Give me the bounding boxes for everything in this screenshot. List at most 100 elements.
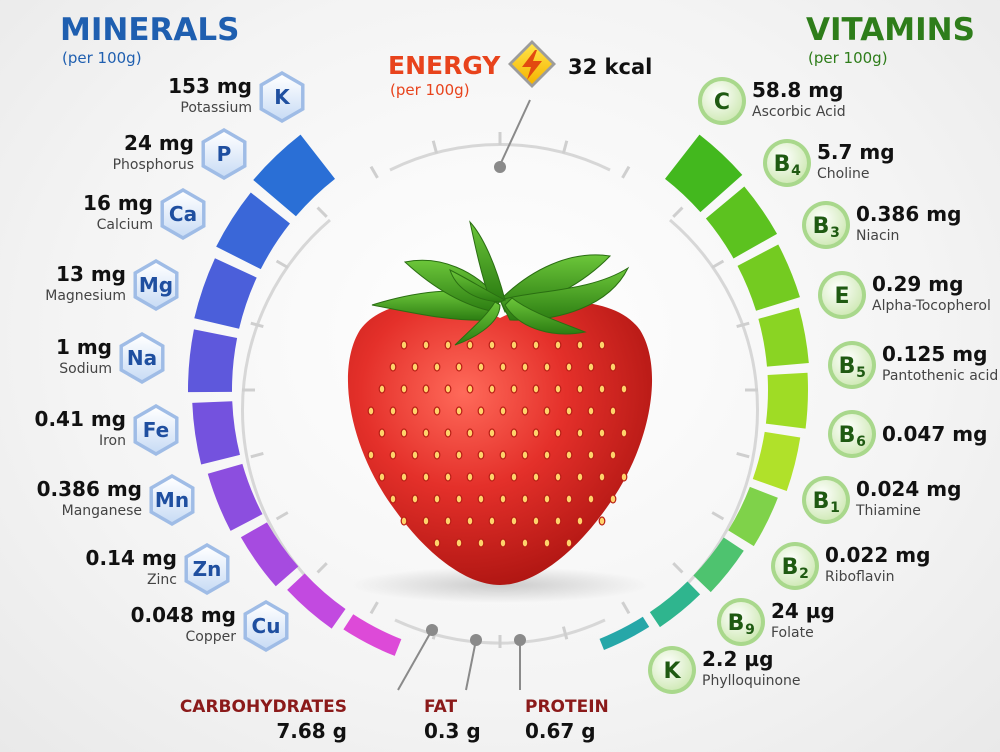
element-symbol: K (274, 85, 291, 109)
vitamin-amount: 0.047 mg (882, 422, 987, 446)
vitamin-subscript: 1 (830, 500, 840, 516)
seed (609, 406, 617, 416)
mineral-name: Copper (186, 629, 237, 645)
vitamin-circle-icon (802, 476, 850, 524)
seed (444, 384, 452, 394)
element-symbol: Mg (139, 273, 173, 297)
vitamin-item: B 2 0.022 mg Riboflavin (771, 542, 930, 590)
protein-label: PROTEIN (525, 697, 609, 717)
vitamin-bar (649, 581, 701, 628)
seed (598, 384, 606, 394)
seed (532, 472, 540, 482)
carbohydrates-value: 7.68 g (276, 719, 347, 743)
vitamin-name: Phylloquinone (702, 673, 801, 689)
seed (389, 406, 397, 416)
seed (466, 428, 474, 438)
element-hex-icon (259, 71, 305, 123)
seed (488, 428, 496, 438)
seed (499, 538, 507, 548)
element-hex-icon (133, 404, 179, 456)
seed (598, 428, 606, 438)
vitamin-amount: 0.022 mg (825, 543, 930, 567)
vitamin-bar (664, 134, 743, 213)
seed (532, 384, 540, 394)
seed (576, 340, 584, 350)
ring-tick (316, 206, 328, 218)
ring-ticks (242, 132, 758, 648)
seed (400, 516, 408, 526)
vitamin-symbol: B (728, 611, 745, 636)
energy-bolt-icon (508, 40, 556, 88)
seed (543, 406, 551, 416)
vitamin-subscript: 2 (799, 566, 809, 582)
vitamin-name: Folate (771, 625, 814, 641)
vitamin-circle-icon (828, 410, 876, 458)
seed (422, 340, 430, 350)
seed (598, 340, 606, 350)
seed (477, 362, 485, 372)
macros: CARBOHYDRATES 7.68 g FAT 0.3 g PROTEIN 0… (180, 697, 609, 743)
mineral-bar (287, 573, 346, 629)
seed (488, 516, 496, 526)
seed (554, 516, 562, 526)
ring-tick (621, 165, 631, 179)
seed (565, 406, 573, 416)
pointer-lines (397, 99, 531, 691)
seed (488, 384, 496, 394)
seed (444, 516, 452, 526)
energy-value: 32 kcal (568, 55, 652, 79)
mineral-amount: 0.41 mg (35, 407, 126, 431)
strawberry-body (347, 302, 653, 585)
seed (422, 516, 430, 526)
vitamin-item: B 6 0.047 mg (828, 410, 987, 458)
vitamin-circle-icon (771, 542, 819, 590)
vitamin-subscript: 4 (791, 163, 801, 179)
seed (620, 472, 628, 482)
seed (411, 450, 419, 460)
mineral-item: Mg 13 mg Magnesium (45, 259, 179, 311)
mineral-item: Na 1 mg Sodium (56, 332, 165, 384)
vitamin-item: B 1 0.024 mg Thiamine (802, 476, 961, 524)
vitamin-name: Thiamine (855, 503, 921, 519)
vitamin-bar (693, 537, 744, 593)
element-symbol: Na (127, 346, 157, 370)
seed (510, 472, 518, 482)
vitamin-symbol: E (834, 284, 849, 309)
vitamin-circle-icon (828, 341, 876, 389)
seed (455, 406, 463, 416)
seed (510, 384, 518, 394)
seed (565, 450, 573, 460)
seed (433, 494, 441, 504)
seed (521, 362, 529, 372)
mineral-name: Potassium (180, 100, 252, 116)
vitamin-subscript: 3 (830, 225, 840, 241)
protein-value: 0.67 g (525, 719, 596, 743)
seed (543, 362, 551, 372)
mineral-bar (253, 134, 336, 217)
element-hex-icon (160, 188, 206, 240)
vitamin-circle-icon (717, 598, 765, 646)
seed (576, 472, 584, 482)
energy-title: ENERGY (388, 51, 501, 80)
strawberry-leaves (371, 220, 630, 346)
seed (466, 340, 474, 350)
seed (389, 362, 397, 372)
mineral-amount: 24 mg (124, 131, 194, 155)
ring-tick (736, 451, 750, 459)
vitamin-symbol: B (839, 423, 856, 448)
mineral-amount: 13 mg (56, 262, 126, 286)
seed (400, 472, 408, 482)
vitamin-item: B 5 0.125 mg Pantothenic acid (828, 341, 998, 389)
element-hex-icon (243, 600, 289, 652)
energy-block: ENERGY (per 100g) 32 kcal (388, 40, 652, 99)
seed (378, 472, 386, 482)
seed (411, 406, 419, 416)
seed (532, 428, 540, 438)
mineral-item: P 24 mg Phosphorus (113, 128, 247, 180)
minerals-subtitle: (per 100g) (62, 49, 142, 67)
seed (422, 472, 430, 482)
mineral-item: Fe 0.41 mg Iron (35, 404, 179, 456)
ring-tick (275, 511, 289, 521)
